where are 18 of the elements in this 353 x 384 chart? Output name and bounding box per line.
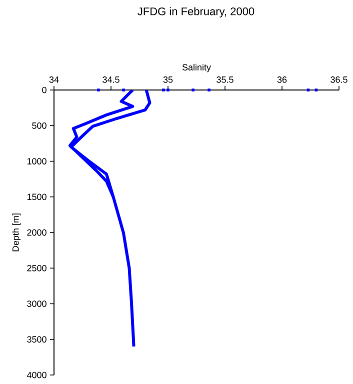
x-axis-title: Salinity	[182, 64, 211, 72]
y-tick-label: 1500	[27, 194, 46, 200]
chart-title: JFDG in February, 2000	[138, 7, 254, 18]
y-tick-label: 500	[32, 122, 46, 129]
x-tick-label: 34	[49, 76, 59, 83]
y-tick-label: 1000	[27, 158, 46, 164]
y-axis-title: Depth [m]	[12, 214, 21, 252]
x-tick-label: 34.5	[102, 76, 120, 83]
y-tick-label: 0	[42, 86, 46, 94]
x-tick-label: 35.5	[216, 76, 234, 83]
y-tick-label: 2500	[27, 264, 46, 272]
x-tick-label: 36.5	[330, 76, 348, 83]
y-tick-label: 3500	[27, 336, 46, 343]
x-tick-label: 36	[277, 76, 287, 83]
y-tick-label: 4000	[26, 372, 46, 378]
x-tick-label: 35	[163, 76, 173, 83]
y-tick-label: 2000	[27, 229, 46, 236]
y-tick-label: 3000	[27, 300, 46, 307]
